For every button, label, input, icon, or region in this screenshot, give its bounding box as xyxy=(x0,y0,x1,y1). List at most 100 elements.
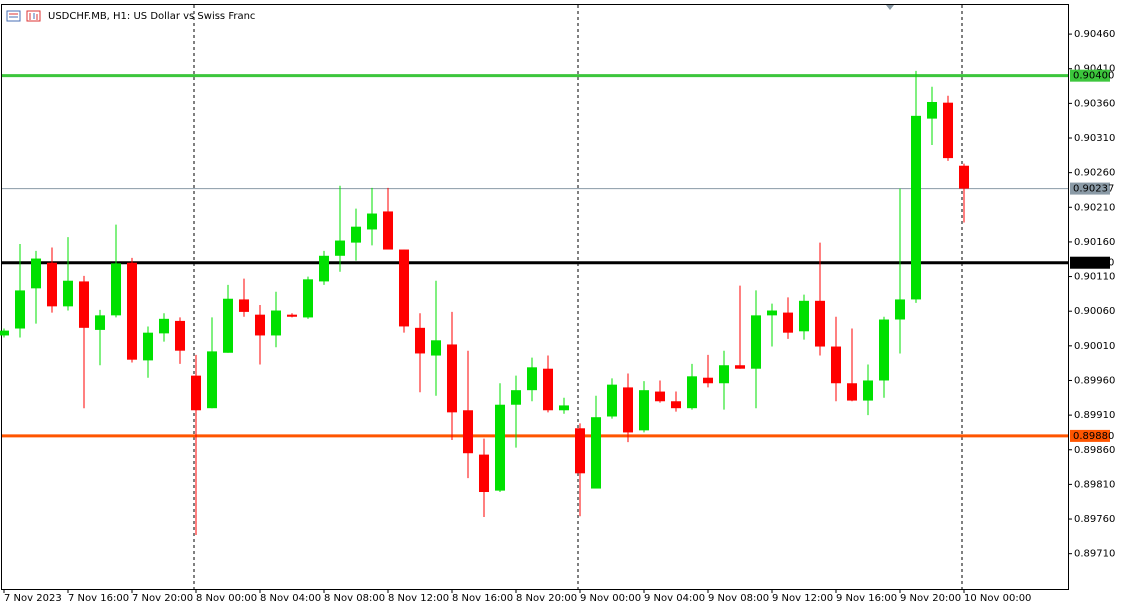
price-tag-label: 0.90400 xyxy=(1073,71,1114,82)
candle-body xyxy=(495,404,505,491)
candle-body xyxy=(47,262,57,307)
candle-body xyxy=(559,405,569,411)
candle-body xyxy=(719,365,729,384)
candle-body xyxy=(815,300,825,347)
candle-body xyxy=(831,346,841,384)
y-tick-label: 0.89960 xyxy=(1074,375,1115,386)
y-tick-label: 0.90410 xyxy=(1074,64,1115,75)
plot-frame xyxy=(1,4,1069,590)
candle-body xyxy=(895,299,905,320)
candle-body xyxy=(223,298,233,353)
y-tick-label: 0.90460 xyxy=(1074,29,1115,40)
candle-body xyxy=(927,101,937,119)
candle-body xyxy=(351,226,361,243)
x-tick-label: 9 Nov 12:00 xyxy=(772,593,833,604)
y-tick-label: 0.90060 xyxy=(1074,306,1115,317)
x-tick-label: 8 Nov 00:00 xyxy=(196,593,257,604)
candle-body xyxy=(623,387,633,433)
x-tick-label: 8 Nov 20:00 xyxy=(516,593,577,604)
candle-body xyxy=(303,279,313,318)
candle-body xyxy=(575,428,585,474)
candle-body xyxy=(703,377,713,384)
price-tag xyxy=(1070,429,1110,442)
candle-body xyxy=(383,211,393,250)
title-icons xyxy=(6,10,41,22)
candle-body xyxy=(479,454,489,493)
x-tick-label: 10 Nov 00:00 xyxy=(964,593,1031,604)
candle-body xyxy=(63,280,73,307)
x-tick-label: 9 Nov 20:00 xyxy=(900,593,961,604)
y-tick-label: 0.90360 xyxy=(1074,98,1115,109)
y-tick-label: 0.90260 xyxy=(1074,168,1115,179)
candle-body xyxy=(399,249,409,327)
y-tick-label: 0.90010 xyxy=(1074,341,1115,352)
candle-body xyxy=(879,319,889,381)
candle-body xyxy=(271,310,281,336)
price-tag-label: 0.89880 xyxy=(1073,431,1114,442)
candle-body xyxy=(447,344,457,413)
candle-body xyxy=(751,315,761,369)
y-tick-label: 0.89810 xyxy=(1074,479,1115,490)
y-tick-label: 0.90310 xyxy=(1074,133,1115,144)
x-tick-label: 7 Nov 16:00 xyxy=(68,593,129,604)
x-tick-label: 7 Nov 2023 xyxy=(4,593,62,604)
y-tick-label: 0.89760 xyxy=(1074,514,1115,525)
x-tick-label: 9 Nov 04:00 xyxy=(644,593,705,604)
price-tag xyxy=(1070,182,1110,195)
candle-body xyxy=(191,375,201,411)
x-tick-label: 8 Nov 08:00 xyxy=(324,593,385,604)
candle-body xyxy=(143,332,153,361)
candle-body xyxy=(255,314,265,336)
candle-body xyxy=(287,314,297,317)
candle-body xyxy=(31,258,41,289)
candle-body xyxy=(111,263,121,316)
candle-body xyxy=(463,410,473,454)
candle-body xyxy=(943,102,953,159)
candle-body xyxy=(207,351,217,409)
candle-body xyxy=(367,213,377,230)
x-tick-label: 8 Nov 12:00 xyxy=(388,593,449,604)
candle-body xyxy=(79,281,89,328)
x-tick-label: 9 Nov 00:00 xyxy=(580,593,641,604)
candle-body xyxy=(863,380,873,401)
candle-body xyxy=(687,376,697,409)
y-tick-label: 0.89910 xyxy=(1074,410,1115,421)
candle-body xyxy=(783,312,793,333)
candle-body xyxy=(735,365,745,369)
candle-body xyxy=(319,255,329,282)
candle-body xyxy=(0,330,9,336)
y-tick-label: 0.90110 xyxy=(1074,272,1115,283)
candle-body xyxy=(847,383,857,401)
candle-body xyxy=(335,240,345,256)
y-tick-label: 0.89860 xyxy=(1074,445,1115,456)
x-tick-label: 9 Nov 16:00 xyxy=(836,593,897,604)
price-tag-label: 0.90130 xyxy=(1073,258,1114,269)
candle-body xyxy=(95,315,105,330)
candle-body xyxy=(767,310,777,316)
y-tick-label: 0.89710 xyxy=(1074,549,1115,560)
x-tick-label: 8 Nov 16:00 xyxy=(452,593,513,604)
candle-body xyxy=(527,367,537,391)
candle-body xyxy=(543,368,553,411)
price-tag-label: 0.90237 xyxy=(1073,184,1114,195)
candle-body xyxy=(511,390,521,405)
x-tick-label: 7 Nov 20:00 xyxy=(132,593,193,604)
candle-body xyxy=(431,340,441,356)
x-tick-label: 9 Nov 08:00 xyxy=(708,593,769,604)
candle-body xyxy=(655,391,665,402)
price-tag xyxy=(1070,256,1110,269)
chart-title: USDCHF.MB, H1: US Dollar vs Swiss Franc xyxy=(48,11,255,22)
price-tag xyxy=(1070,69,1110,82)
shift-marker xyxy=(886,5,894,10)
candle-body xyxy=(639,390,649,431)
y-tick-label: 0.90210 xyxy=(1074,202,1115,213)
candle-body xyxy=(175,320,185,351)
candle-body xyxy=(239,299,249,312)
candle-body xyxy=(799,300,809,332)
candle-body xyxy=(591,417,601,489)
candle-body xyxy=(959,165,969,189)
x-tick-label: 8 Nov 04:00 xyxy=(260,593,321,604)
candle-body xyxy=(911,115,921,300)
